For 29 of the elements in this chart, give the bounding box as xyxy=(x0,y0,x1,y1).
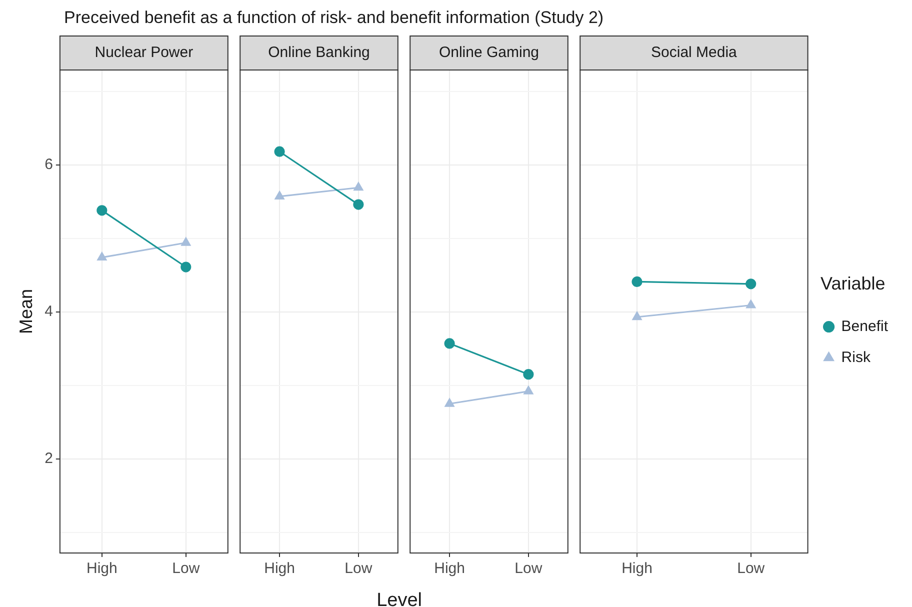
point xyxy=(746,278,756,290)
point xyxy=(444,338,455,349)
legend-title: Variable xyxy=(820,274,886,294)
y-axis-title: Mean xyxy=(16,288,36,334)
point xyxy=(353,199,364,210)
chart-title: Nuclear Power xyxy=(94,44,194,62)
x-tick-label: High xyxy=(86,560,118,578)
point xyxy=(180,262,192,272)
x-tick-label: Low xyxy=(514,560,542,578)
x-tick-label: Low xyxy=(737,560,765,578)
y-tick-label: 6 xyxy=(44,156,53,173)
chart-title: Online Gaming xyxy=(438,44,540,62)
x-tick-label: Low xyxy=(344,560,372,578)
x-tick-label: High xyxy=(264,560,295,578)
legend-label: Benefit xyxy=(841,318,889,335)
x-axis-title: Level xyxy=(376,590,422,607)
x-tick-label: Low xyxy=(172,560,200,578)
point xyxy=(96,205,108,216)
point xyxy=(632,276,642,288)
chart-title: Social Media xyxy=(651,44,738,62)
legend-label: Risk xyxy=(841,348,871,366)
point xyxy=(274,146,285,157)
y-tick-label: 2 xyxy=(44,450,53,468)
point xyxy=(523,369,534,380)
text: Preceived benefit as a function of risk- and benefit information (Study 2) xyxy=(64,8,605,29)
y-tick-label: 4 xyxy=(44,303,53,320)
x-tick-label: High xyxy=(434,560,465,578)
chart-title: Online Banking xyxy=(268,44,370,62)
x-tick-label: High xyxy=(622,560,652,578)
